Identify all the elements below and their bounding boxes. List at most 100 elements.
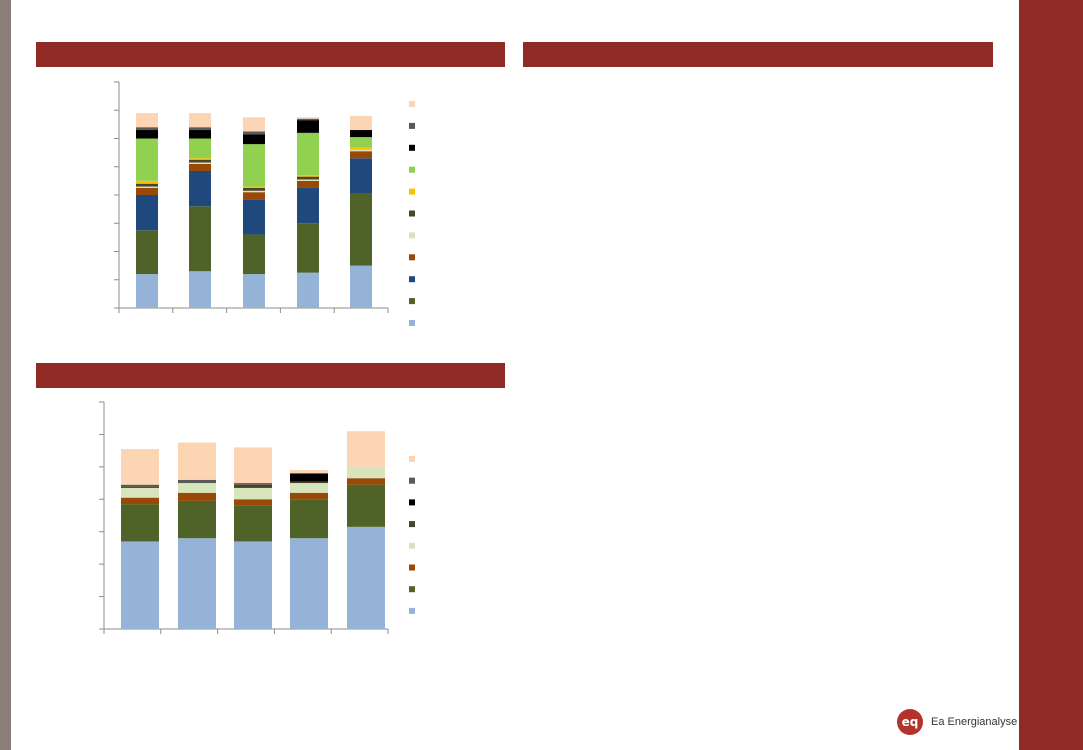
right-accent-band xyxy=(1019,0,1083,750)
bar-segment-3-1 xyxy=(297,223,319,273)
bar-segment-1-7 xyxy=(189,138,211,159)
stacked-bar-chart-bottom xyxy=(99,401,415,634)
bar-segment-2-8 xyxy=(243,134,265,145)
bar-segment-1-0 xyxy=(178,538,216,629)
legend-swatch xyxy=(409,564,415,571)
bar-segment-3-9 xyxy=(297,118,319,121)
bar-segment-3-10 xyxy=(297,117,319,119)
bar-segment-3-7 xyxy=(290,470,328,474)
bar-segment-3-7 xyxy=(297,132,319,176)
legend-swatch xyxy=(409,477,415,484)
bar-segment-3-2 xyxy=(297,187,319,224)
bar-segment-4-7 xyxy=(350,137,372,147)
bar-segment-1-2 xyxy=(178,492,216,501)
bar-segment-2-2 xyxy=(234,499,272,506)
bar-segment-1-6 xyxy=(189,158,211,160)
bar-segment-4-1 xyxy=(347,484,385,527)
bar-segment-2-7 xyxy=(243,144,265,187)
bar-segment-2-1 xyxy=(243,234,265,275)
bar-segment-3-4 xyxy=(297,179,319,181)
bar-segment-0-8 xyxy=(136,130,158,139)
bar-segment-1-3 xyxy=(178,483,216,493)
bar-segment-3-5 xyxy=(290,473,328,482)
bar-segment-4-0 xyxy=(347,526,385,629)
company-logo: eq Ea Energianalyse xyxy=(897,709,1017,735)
bar-segment-0-1 xyxy=(121,504,159,542)
legend-swatch xyxy=(409,456,415,462)
bar-segment-3-0 xyxy=(290,538,328,629)
bar-segment-2-0 xyxy=(234,541,272,629)
bar-segment-4-1 xyxy=(350,193,372,266)
bar-segment-0-10 xyxy=(136,113,158,128)
bar-segment-4-8 xyxy=(350,130,372,138)
bar-segment-1-1 xyxy=(189,206,211,272)
bar-segment-0-2 xyxy=(136,195,158,231)
bar-segment-4-3 xyxy=(347,466,385,479)
bar-segment-2-3 xyxy=(243,192,265,200)
bar-segment-3-3 xyxy=(297,180,319,188)
bar-segment-4-4 xyxy=(350,149,372,152)
bar-segment-4-7 xyxy=(347,431,385,467)
bar-segment-0-3 xyxy=(121,487,159,498)
bar-segment-0-0 xyxy=(121,541,159,629)
bar-segment-0-4 xyxy=(121,486,159,488)
bar-segment-3-4 xyxy=(290,481,328,484)
legend-swatch xyxy=(409,521,415,528)
bar-segment-1-9 xyxy=(189,127,211,131)
section-header-bar-bottom-left xyxy=(36,363,505,388)
legend-swatch xyxy=(409,276,415,283)
bar-segment-4-10 xyxy=(350,115,372,131)
bar-segment-1-7 xyxy=(178,442,216,480)
bar-segment-1-2 xyxy=(189,170,211,207)
bar-segment-1-8 xyxy=(189,130,211,139)
bar-segment-2-4 xyxy=(243,190,265,193)
bar-segment-0-9 xyxy=(136,127,158,131)
bar-segment-2-0 xyxy=(243,274,265,308)
bar-segment-3-5 xyxy=(297,176,319,180)
legend-swatch xyxy=(409,166,415,173)
bar-segment-2-3 xyxy=(234,487,272,500)
bar-segment-2-10 xyxy=(243,117,265,132)
bar-segment-1-3 xyxy=(189,163,211,171)
bar-segment-2-9 xyxy=(243,131,265,135)
bar-segment-0-7 xyxy=(121,449,159,485)
section-header-bar-top-left xyxy=(36,42,505,67)
legend-swatch xyxy=(409,499,415,506)
bar-segment-0-0 xyxy=(136,274,158,308)
stacked-bar-chart-top xyxy=(114,81,415,326)
bar-segment-1-6 xyxy=(178,479,216,484)
bar-segment-1-5 xyxy=(189,159,211,163)
legend-swatch xyxy=(409,254,415,261)
legend-swatch xyxy=(409,210,415,217)
legend-swatch xyxy=(409,298,415,305)
bar-segment-1-4 xyxy=(189,162,211,164)
legend-swatch xyxy=(409,542,415,549)
bar-segment-3-8 xyxy=(297,120,319,133)
bar-segment-3-0 xyxy=(297,272,319,308)
bar-segment-3-2 xyxy=(290,492,328,500)
bar-segment-0-6 xyxy=(136,180,158,184)
legend-swatch xyxy=(409,188,415,195)
bar-segment-0-7 xyxy=(136,138,158,181)
bar-segment-2-1 xyxy=(234,505,272,542)
legend-swatch xyxy=(409,101,415,107)
bar-segment-4-2 xyxy=(347,478,385,485)
bar-segment-2-6 xyxy=(243,186,265,188)
legend-swatch xyxy=(409,232,415,239)
bar-segment-4-0 xyxy=(350,265,372,309)
company-name: Ea Energianalyse xyxy=(931,716,1018,728)
bar-segment-2-6 xyxy=(234,483,272,485)
bar-segment-2-5 xyxy=(243,187,265,191)
bar-segment-1-10 xyxy=(189,113,211,128)
section-header-bar-top-right xyxy=(523,42,993,67)
bar-segment-4-6 xyxy=(350,146,372,150)
bar-segment-0-3 xyxy=(136,187,158,195)
bar-segment-2-4 xyxy=(234,484,272,488)
legend-swatch xyxy=(409,320,415,326)
bar-segment-0-5 xyxy=(136,183,158,187)
bar-segment-2-7 xyxy=(234,447,272,484)
legend-swatch xyxy=(409,607,415,614)
legend-swatch xyxy=(409,144,415,151)
bar-segment-4-3 xyxy=(350,151,372,159)
bar-segment-1-0 xyxy=(189,271,211,308)
